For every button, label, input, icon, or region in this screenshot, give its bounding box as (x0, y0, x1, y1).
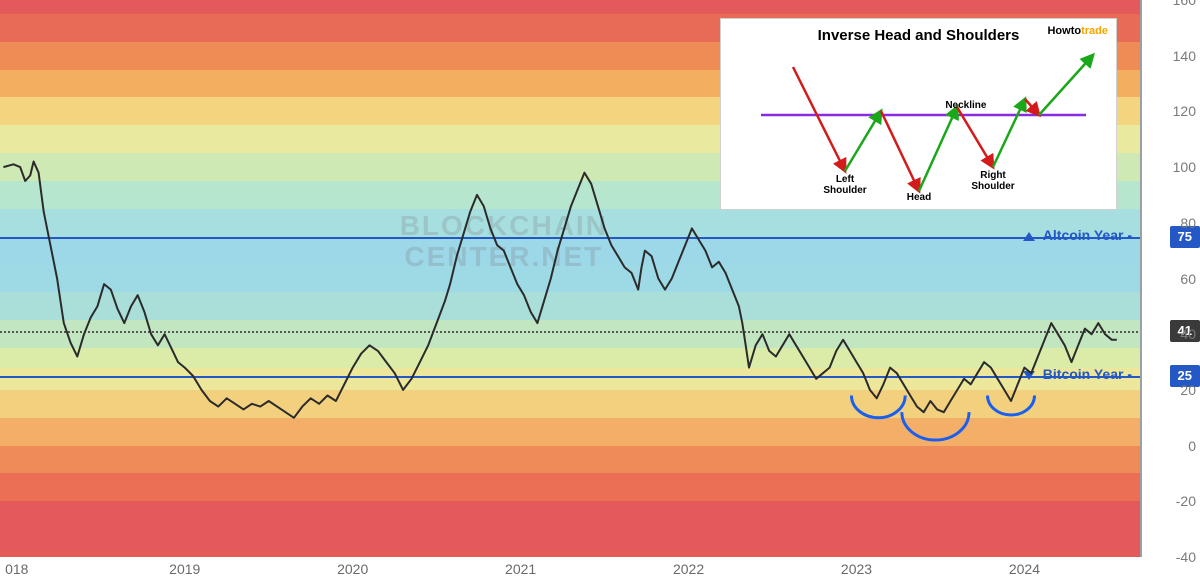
ytick: 140 (1173, 48, 1196, 64)
ytick: 160 (1173, 0, 1196, 8)
inset-left-shoulder-label: LeftShoulder (823, 175, 866, 196)
ytick: 40 (1180, 326, 1196, 342)
ytick: -20 (1176, 493, 1196, 509)
xtick: 018 (5, 561, 28, 577)
yaxis-border (1140, 0, 1142, 557)
inset-pattern-diagram: Howtotrade Inverse Head and Shoulders Ne… (720, 18, 1117, 210)
inset-head-label: Head (907, 193, 931, 204)
ytick: 100 (1173, 159, 1196, 175)
ytick: 120 (1173, 103, 1196, 119)
xtick: 2023 (841, 561, 872, 577)
xtick: 2022 (673, 561, 704, 577)
xtick: 2021 (505, 561, 536, 577)
ytick: 0 (1188, 438, 1196, 454)
chart-container: BLOCKCHAIN CENTER.NET Altcoin Year - 75 … (0, 0, 1200, 579)
xtick: 2019 (169, 561, 200, 577)
inset-right-shoulder-label: RightShoulder (971, 171, 1014, 192)
ytick: 20 (1180, 382, 1196, 398)
inset-svg (721, 19, 1116, 209)
inset-neckline-label: Neckline (945, 101, 986, 112)
ytick: -40 (1176, 549, 1196, 565)
ytick: 60 (1180, 271, 1196, 287)
xtick: 2020 (337, 561, 368, 577)
xtick: 2024 (1009, 561, 1040, 577)
ytick: 80 (1180, 215, 1196, 231)
